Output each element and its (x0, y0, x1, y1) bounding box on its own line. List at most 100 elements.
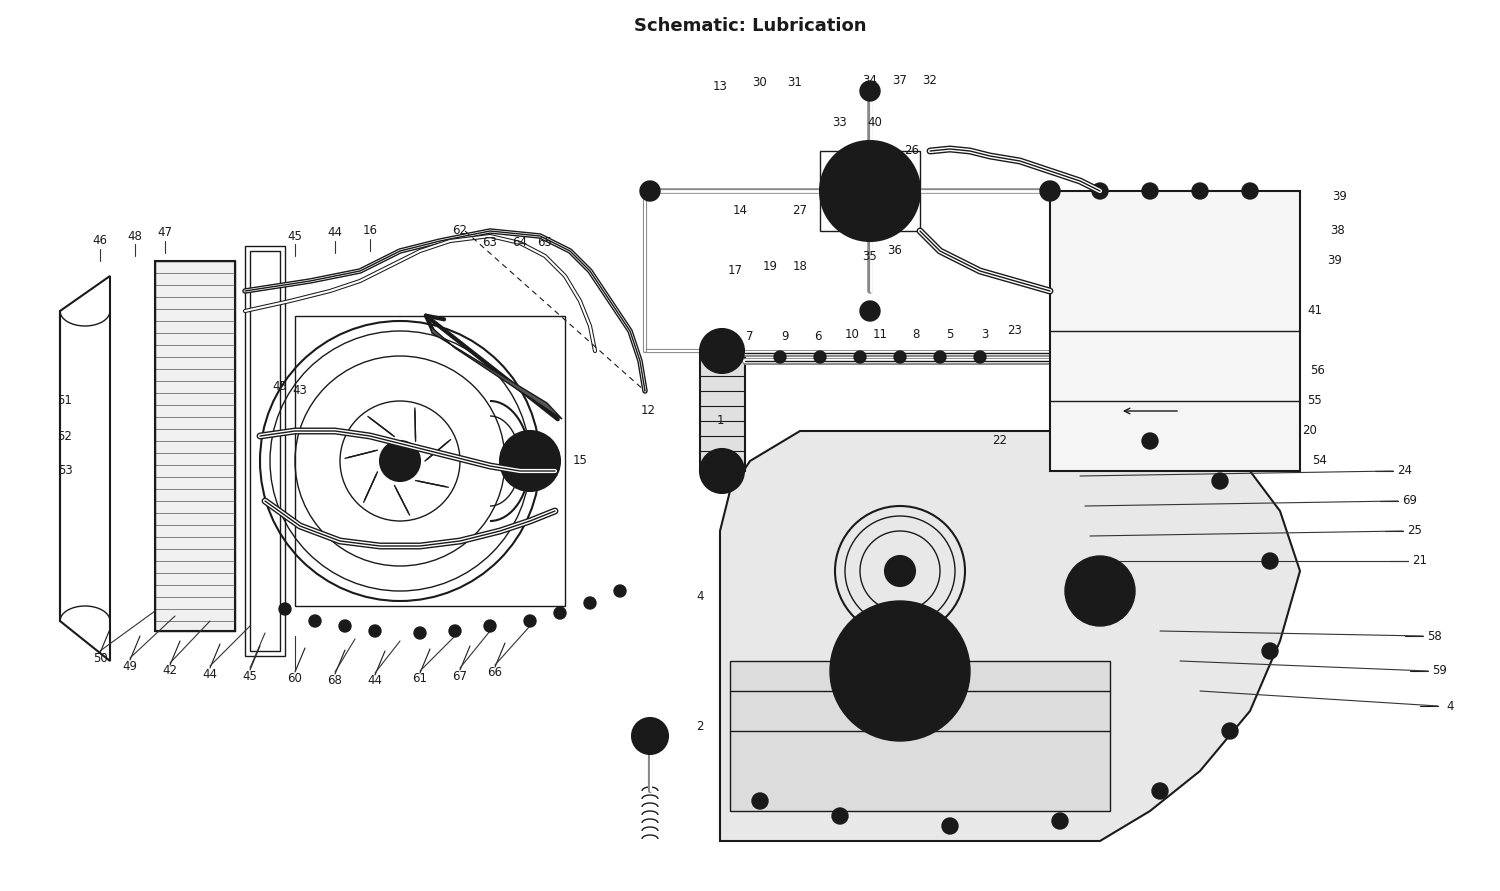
Text: 1: 1 (716, 414, 723, 428)
Text: 65: 65 (537, 236, 552, 249)
Circle shape (833, 808, 848, 824)
Bar (730, 661, 1110, 811)
Circle shape (339, 620, 351, 632)
Text: 68: 68 (327, 674, 342, 686)
Text: 12: 12 (640, 405, 656, 418)
Circle shape (885, 556, 915, 586)
Text: 43: 43 (292, 385, 308, 397)
Circle shape (414, 627, 426, 639)
Text: 39: 39 (1328, 255, 1342, 267)
Text: 63: 63 (483, 236, 498, 249)
Text: 53: 53 (57, 464, 72, 478)
Text: Schematic: Lubrication: Schematic: Lubrication (633, 17, 866, 35)
Text: 54: 54 (1312, 454, 1328, 468)
Text: 67: 67 (453, 669, 468, 683)
Text: 39: 39 (1332, 190, 1347, 202)
Circle shape (614, 585, 626, 597)
Text: 64: 64 (513, 236, 528, 249)
Text: 8: 8 (912, 328, 920, 340)
Text: 25: 25 (1407, 525, 1422, 537)
Text: 33: 33 (833, 117, 848, 129)
Text: 26: 26 (904, 144, 920, 158)
Circle shape (855, 176, 885, 206)
Circle shape (1222, 723, 1238, 739)
Text: 47: 47 (158, 226, 172, 240)
Circle shape (1142, 183, 1158, 199)
Text: 28: 28 (862, 207, 877, 219)
Text: 60: 60 (288, 672, 303, 684)
Polygon shape (430, 326, 562, 419)
Text: 45: 45 (288, 230, 303, 242)
Circle shape (448, 625, 460, 637)
Text: 32: 32 (922, 75, 938, 87)
Text: 62: 62 (453, 225, 468, 238)
Circle shape (1152, 783, 1168, 799)
Text: 3: 3 (981, 328, 988, 340)
Circle shape (1262, 643, 1278, 659)
Text: 45: 45 (273, 380, 288, 393)
Text: 4: 4 (1446, 699, 1454, 713)
Circle shape (522, 453, 538, 469)
Circle shape (700, 329, 744, 373)
Text: 66: 66 (488, 666, 502, 680)
Circle shape (640, 181, 660, 201)
Text: 59: 59 (1432, 665, 1448, 677)
Text: 58: 58 (1428, 630, 1443, 642)
Circle shape (369, 625, 381, 637)
Text: 10: 10 (844, 328, 859, 340)
Circle shape (524, 615, 536, 627)
Circle shape (279, 603, 291, 615)
Circle shape (554, 607, 566, 619)
Text: 35: 35 (862, 249, 877, 263)
Text: 40: 40 (867, 117, 882, 129)
Text: 42: 42 (162, 665, 177, 677)
Text: 17: 17 (728, 265, 742, 277)
Circle shape (1262, 553, 1278, 569)
Text: 2: 2 (696, 720, 703, 732)
Text: 7: 7 (746, 330, 753, 342)
Text: 51: 51 (57, 395, 72, 407)
Circle shape (1052, 813, 1068, 829)
Text: 36: 36 (888, 244, 903, 257)
Text: 46: 46 (93, 234, 108, 248)
Circle shape (309, 615, 321, 627)
Circle shape (821, 141, 920, 241)
Text: 5: 5 (946, 328, 954, 340)
Text: 34: 34 (862, 75, 877, 87)
Text: 55: 55 (1308, 395, 1323, 407)
Text: 21: 21 (1413, 554, 1428, 568)
Bar (296, 316, 566, 606)
Circle shape (774, 351, 786, 363)
Text: 41: 41 (1308, 305, 1323, 317)
Circle shape (1212, 473, 1228, 489)
Text: 23: 23 (1008, 324, 1023, 338)
Text: 31: 31 (788, 77, 802, 89)
Circle shape (934, 351, 946, 363)
Text: 37: 37 (892, 75, 908, 87)
Text: 14: 14 (732, 205, 747, 217)
Text: 18: 18 (792, 259, 807, 273)
Text: 48: 48 (128, 230, 142, 242)
Circle shape (1142, 433, 1158, 449)
Text: 19: 19 (762, 259, 777, 273)
Circle shape (752, 793, 768, 809)
Circle shape (380, 441, 420, 481)
Circle shape (700, 449, 744, 493)
Text: 44: 44 (327, 226, 342, 240)
Circle shape (584, 597, 596, 609)
Text: 9: 9 (782, 330, 789, 342)
Bar (251, 251, 280, 651)
Text: 27: 27 (792, 205, 807, 217)
Circle shape (500, 431, 560, 491)
Circle shape (894, 351, 906, 363)
Polygon shape (720, 431, 1300, 841)
Text: 6: 6 (815, 330, 822, 342)
Text: 38: 38 (1330, 225, 1346, 238)
Text: 69: 69 (1402, 495, 1417, 508)
Text: 24: 24 (1398, 464, 1413, 478)
Circle shape (815, 351, 827, 363)
Text: 61: 61 (413, 673, 428, 685)
Circle shape (1065, 556, 1136, 626)
Text: 11: 11 (873, 328, 888, 340)
Circle shape (484, 620, 496, 632)
